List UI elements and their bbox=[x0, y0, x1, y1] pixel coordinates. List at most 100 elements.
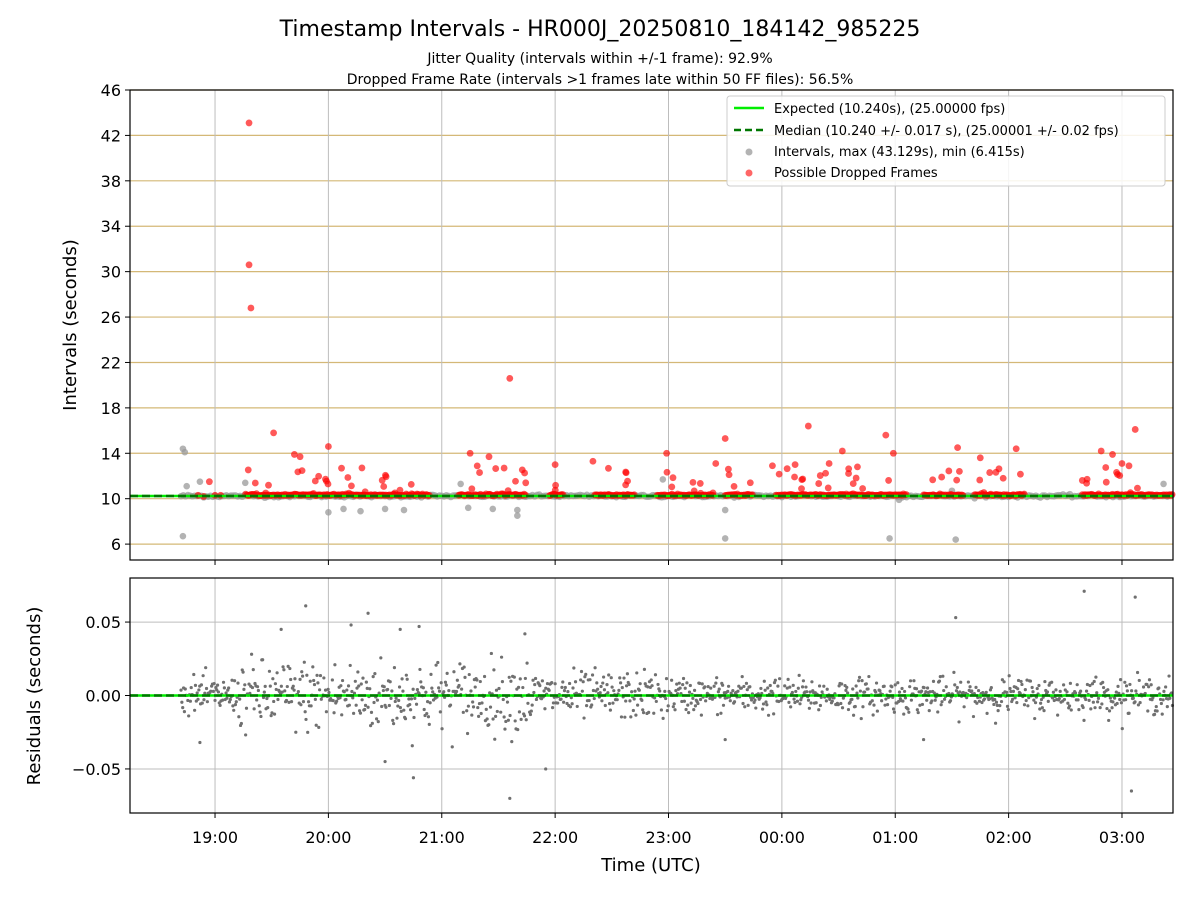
residual-point bbox=[742, 684, 746, 689]
residual-point bbox=[661, 716, 665, 720]
residual-point bbox=[608, 708, 613, 712]
residual-point bbox=[404, 673, 408, 677]
residual-point bbox=[306, 700, 311, 704]
residual-point bbox=[993, 697, 997, 702]
residual-point bbox=[303, 710, 307, 714]
residual-point bbox=[1167, 674, 1171, 678]
interval-point bbox=[357, 507, 364, 515]
dropped-frame-point bbox=[551, 461, 559, 469]
residual-point bbox=[805, 690, 809, 694]
residual-point bbox=[198, 740, 202, 745]
residual-point bbox=[509, 679, 513, 683]
residual-point bbox=[279, 627, 283, 632]
residual-point bbox=[422, 707, 426, 712]
residual-point bbox=[615, 698, 619, 702]
residual-point bbox=[677, 681, 681, 685]
residual-point bbox=[186, 698, 190, 703]
dropped-frame-point bbox=[953, 476, 961, 484]
residual-point bbox=[693, 704, 698, 708]
residual-point bbox=[183, 687, 187, 691]
residual-point bbox=[491, 717, 495, 721]
residual-point bbox=[241, 670, 245, 674]
residual-point bbox=[221, 698, 225, 702]
residual-point bbox=[776, 684, 780, 688]
residual-point bbox=[251, 668, 255, 672]
interval-point bbox=[241, 479, 249, 487]
residual-point bbox=[559, 697, 563, 701]
residual-point bbox=[703, 685, 707, 689]
residual-point bbox=[619, 681, 623, 685]
residual-point bbox=[783, 684, 787, 688]
residual-point bbox=[475, 678, 479, 682]
residual-point bbox=[319, 697, 323, 701]
dropped-frame-point bbox=[769, 462, 776, 470]
residual-point bbox=[893, 683, 897, 687]
residual-point bbox=[924, 690, 928, 694]
residual-point bbox=[792, 697, 796, 701]
top-y-tick-label: 42 bbox=[101, 126, 121, 145]
residual-point bbox=[623, 715, 627, 719]
residual-point bbox=[801, 679, 806, 683]
residual-point bbox=[467, 672, 471, 677]
residual-point bbox=[248, 691, 252, 695]
residual-point bbox=[579, 678, 583, 682]
interval-point bbox=[1160, 480, 1167, 488]
residual-point bbox=[743, 705, 747, 709]
residual-point bbox=[596, 687, 600, 691]
residual-point bbox=[642, 667, 647, 671]
residual-point bbox=[460, 687, 464, 691]
dropped-frame-point bbox=[205, 478, 213, 486]
chart-subtitle-jitter: Jitter Quality (intervals within +/-1 fr… bbox=[426, 51, 772, 67]
residual-point bbox=[1100, 702, 1104, 706]
dropped-frame-point bbox=[298, 467, 306, 475]
residual-point bbox=[369, 724, 373, 728]
residual-point bbox=[1157, 686, 1161, 690]
residual-point bbox=[289, 700, 294, 704]
residual-point bbox=[857, 679, 861, 683]
residual-point bbox=[602, 688, 607, 692]
residual-point bbox=[243, 683, 247, 687]
residual-point bbox=[1069, 708, 1073, 712]
residual-point bbox=[429, 672, 433, 676]
residual-point bbox=[961, 690, 965, 695]
residual-point bbox=[1131, 696, 1135, 700]
dropped-frame-point bbox=[825, 460, 833, 467]
residual-point bbox=[1107, 718, 1111, 723]
dropped-frame-point bbox=[775, 470, 783, 478]
dropped-frame-point bbox=[262, 489, 270, 497]
residual-point bbox=[1006, 707, 1010, 712]
residual-point bbox=[1094, 675, 1098, 679]
residual-point bbox=[612, 689, 616, 693]
residual-point bbox=[650, 684, 654, 688]
residual-point bbox=[224, 691, 228, 695]
dropped-frame-point bbox=[466, 449, 474, 457]
legend-dropped-swatch bbox=[745, 169, 753, 177]
residual-point bbox=[1051, 690, 1055, 694]
residual-point bbox=[569, 695, 573, 700]
residual-point bbox=[424, 690, 428, 694]
residual-point bbox=[524, 718, 528, 722]
residual-point bbox=[312, 678, 316, 683]
residual-point bbox=[203, 691, 207, 695]
residual-point bbox=[888, 689, 892, 693]
residual-point bbox=[478, 679, 482, 684]
residual-point bbox=[352, 691, 357, 695]
residual-point bbox=[692, 688, 697, 692]
residual-point bbox=[1129, 789, 1134, 793]
residual-point bbox=[1152, 712, 1157, 716]
residual-point bbox=[505, 700, 510, 704]
residual-point bbox=[180, 700, 184, 704]
residual-point bbox=[788, 685, 792, 689]
top-y-tick-label: 26 bbox=[101, 308, 121, 327]
residual-point bbox=[854, 684, 858, 688]
residual-point bbox=[663, 689, 667, 693]
residual-point bbox=[427, 722, 431, 726]
dropped-frame-point bbox=[245, 261, 253, 269]
residual-point bbox=[227, 700, 232, 704]
residual-point bbox=[766, 686, 770, 690]
residual-point bbox=[507, 675, 511, 679]
residual-point bbox=[370, 721, 374, 725]
residual-point bbox=[211, 689, 215, 693]
residual-point bbox=[393, 699, 397, 704]
residual-point bbox=[225, 696, 229, 700]
